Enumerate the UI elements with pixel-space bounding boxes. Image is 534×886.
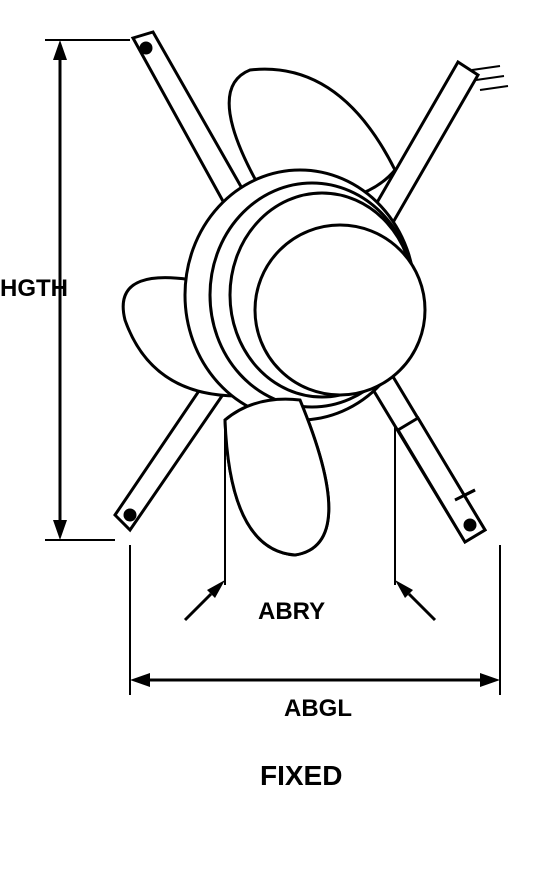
hgth-label: HGTH [0, 275, 68, 303]
abgl-label: ABGL [284, 695, 352, 723]
fan-diagram [0, 0, 534, 886]
diagram-title: FIXED [260, 760, 342, 792]
leg-front [398, 418, 485, 542]
abry-label: ABRY [258, 598, 325, 626]
fan-blade-front [225, 399, 329, 555]
